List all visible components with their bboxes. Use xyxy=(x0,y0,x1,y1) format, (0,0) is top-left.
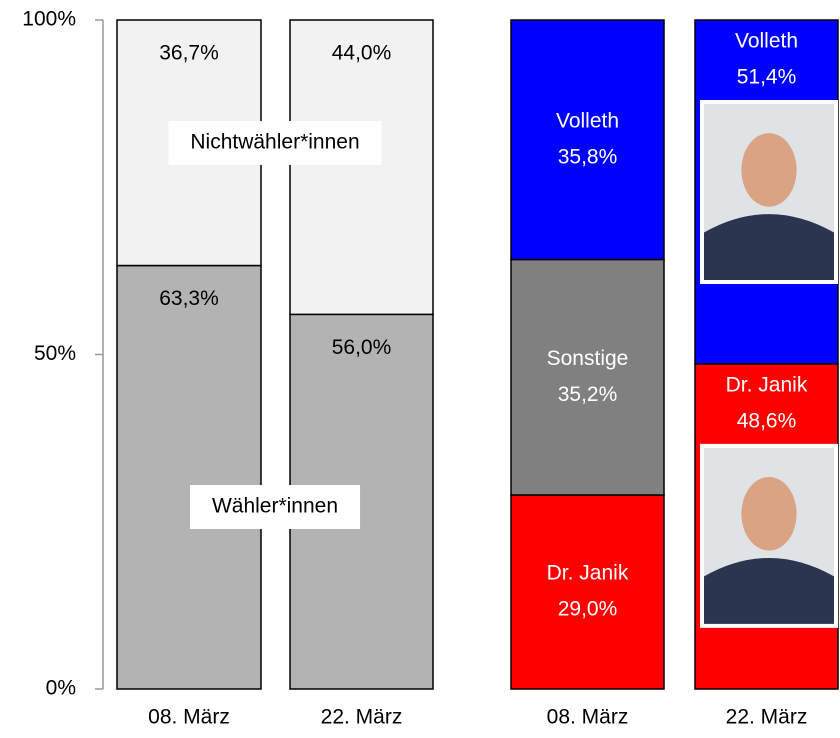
value-label: 63,3% xyxy=(159,287,219,310)
photo-face xyxy=(741,477,796,551)
value-label: 56,0% xyxy=(332,336,392,359)
x-tick-label: 08. März xyxy=(547,706,629,729)
value-label: 51,4% xyxy=(737,66,797,89)
legend-label: Nichtwähler*innen xyxy=(190,131,359,154)
series-label: Dr. Janik xyxy=(547,562,629,585)
x-tick-label: 22. März xyxy=(321,706,403,729)
bar-segment xyxy=(511,20,664,260)
value-label: 36,7% xyxy=(159,42,219,65)
bar-segment xyxy=(511,495,664,689)
bar-segment xyxy=(117,266,261,689)
value-label: 35,2% xyxy=(558,383,618,406)
photo-body xyxy=(704,558,834,624)
legend-label: Wähler*innen xyxy=(212,495,338,518)
value-label: 35,8% xyxy=(558,145,618,168)
photo-body xyxy=(704,214,834,280)
series-label: Dr. Janik xyxy=(726,373,808,396)
series-label: Sonstige xyxy=(547,347,629,370)
legend-item: Nichtwähler*innen xyxy=(168,121,381,165)
value-label: 29,0% xyxy=(558,598,618,621)
series-label: Volleth xyxy=(556,109,619,132)
y-tick-label: 0% xyxy=(46,677,76,700)
y-tick-label: 50% xyxy=(34,342,76,365)
value-label: 44,0% xyxy=(332,42,392,65)
value-label: 48,6% xyxy=(737,409,797,432)
photo-face xyxy=(741,133,796,207)
x-tick-label: 08. März xyxy=(148,706,230,729)
chart: 0% 50% 100% 08. März 63,3% 36,7% 22. März 56,0%… xyxy=(0,0,840,733)
bar-segment xyxy=(511,260,664,495)
legend-item: Wähler*innen xyxy=(190,485,360,529)
x-tick-label: 22. März xyxy=(726,706,808,729)
y-tick-label: 100% xyxy=(22,8,76,31)
series-label: Volleth xyxy=(735,30,798,53)
